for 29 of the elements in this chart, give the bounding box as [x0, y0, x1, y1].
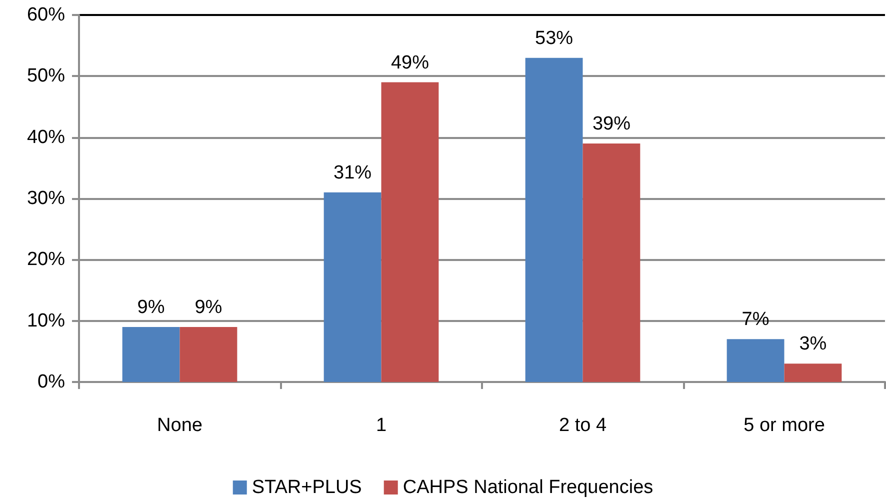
bar — [784, 364, 842, 382]
bar — [582, 143, 640, 382]
data-label: 53% — [535, 28, 574, 49]
data-label: 9% — [137, 296, 165, 318]
data-label: 49% — [390, 52, 430, 74]
data-label: 3% — [799, 334, 827, 355]
data-label: 9% — [194, 296, 222, 318]
data-label: 39% — [592, 113, 631, 134]
x-tick-label: None — [157, 415, 202, 436]
y-tick-label: 10% — [26, 310, 66, 332]
y-tick-label: 50% — [26, 66, 66, 87]
y-tick-label: 40% — [26, 126, 66, 148]
y-tick-label: 0% — [38, 372, 66, 392]
x-tick-label: 5 or more — [744, 415, 825, 436]
bar — [726, 339, 784, 382]
bar — [381, 82, 439, 382]
y-tick-label: 20% — [26, 249, 66, 270]
data-label: 31% — [334, 162, 372, 184]
legend-label: CAHPS National Frequencies — [402, 477, 654, 498]
bar — [324, 192, 382, 382]
bar — [180, 326, 238, 382]
bar — [525, 58, 583, 382]
legend-label: STAR+PLUS — [252, 477, 362, 498]
x-tick-label: 2 to 4 — [558, 415, 607, 436]
data-label: 7% — [742, 309, 770, 330]
y-tick-label: 60% — [26, 4, 66, 26]
y-tick-label: 30% — [26, 188, 66, 209]
x-tick-label: 1 — [376, 415, 387, 436]
bar — [122, 326, 180, 382]
